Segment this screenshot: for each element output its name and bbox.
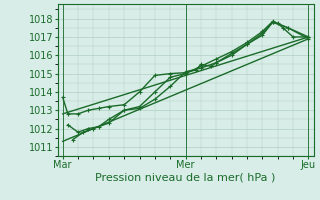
X-axis label: Pression niveau de la mer( hPa ): Pression niveau de la mer( hPa ) (95, 173, 276, 183)
